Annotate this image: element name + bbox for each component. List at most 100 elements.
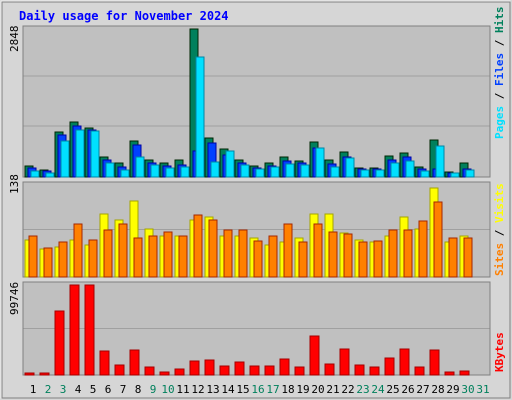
hits-bar-pages-day-16: [255, 168, 265, 178]
kbytes-bar-kbytes-day-12: [189, 360, 200, 376]
day-label-28: 28: [431, 383, 444, 396]
visits-bar-sites-day-29: [448, 237, 458, 278]
day-label-2: 2: [45, 383, 52, 396]
day-label-1: 1: [30, 383, 37, 396]
hits-bar-pages-day-18: [285, 163, 295, 178]
hits-max-label: 2848: [8, 26, 21, 53]
visits-bar-sites-day-17: [268, 235, 278, 278]
hits-bar-pages-day-26: [405, 160, 415, 178]
day-label-15: 15: [236, 383, 249, 396]
visits-bar-sites-day-20: [313, 223, 323, 278]
visits-bar-sites-day-23: [358, 241, 368, 278]
hits-bar-pages-day-3: [60, 140, 70, 178]
day-label-11: 11: [176, 383, 189, 396]
legend-kbytes: KBytes: [493, 332, 506, 372]
kbytes-bar-kbytes-day-3: [54, 310, 65, 376]
kbytes-bar-kbytes-day-14: [219, 365, 230, 376]
hits-bar-pages-day-12: [195, 56, 205, 178]
kbytes-bar-kbytes-day-9: [144, 366, 155, 376]
hits-bar-pages-day-10: [165, 167, 175, 178]
hits-bar-pages-day-28: [435, 145, 445, 178]
legend-visits: Visits: [493, 183, 506, 223]
panel-hits-files-pages: [22, 25, 491, 178]
hits-bar-pages-day-21: [330, 166, 340, 178]
legend-hits-files-pages: Pages / Files / Hits: [493, 7, 506, 140]
visits-bar-sites-day-5: [88, 239, 98, 278]
visits-bar-sites-day-28: [433, 201, 443, 278]
hits-bar-pages-day-14: [225, 150, 235, 178]
visits-bar-sites-day-6: [103, 229, 113, 278]
visits-bar-sites-day-11: [178, 235, 188, 278]
hits-bar-pages-day-2: [45, 172, 55, 178]
kbytes-bar-kbytes-day-5: [84, 284, 95, 376]
kbytes-max-label: 99746: [8, 282, 21, 315]
hits-bar-pages-day-7: [120, 169, 130, 178]
legend-sites: Sites: [493, 243, 506, 276]
day-label-6: 6: [105, 383, 112, 396]
kbytes-bar-kbytes-day-11: [174, 368, 185, 376]
kbytes-bar-kbytes-day-1: [24, 372, 35, 376]
day-label-23: 23: [356, 383, 369, 396]
kbytes-bar-kbytes-day-21: [324, 363, 335, 376]
hits-bar-pages-day-29: [450, 172, 460, 178]
kbytes-bar-kbytes-day-28: [429, 349, 440, 376]
hits-bar-pages-day-19: [300, 164, 310, 178]
day-label-21: 21: [326, 383, 339, 396]
panel-visits-sites: [22, 181, 491, 278]
kbytes-bar-kbytes-day-24: [369, 366, 380, 376]
visits-bar-sites-day-1: [28, 235, 38, 278]
hits-bar-pages-day-4: [75, 129, 85, 178]
kbytes-bar-kbytes-day-27: [414, 366, 425, 376]
kbytes-bar-kbytes-day-6: [99, 350, 110, 376]
hits-bar-pages-day-20: [315, 147, 325, 178]
visits-bar-sites-day-12: [193, 214, 203, 278]
day-label-30: 30: [461, 383, 474, 396]
visits-bar-sites-day-24: [373, 240, 383, 278]
kbytes-bar-kbytes-day-18: [279, 358, 290, 376]
day-label-14: 14: [221, 383, 235, 396]
legend-pages: Pages: [493, 106, 506, 139]
visits-bar-sites-day-14: [223, 229, 233, 278]
kbytes-bar-kbytes-day-8: [129, 349, 140, 376]
kbytes-bar-kbytes-day-23: [354, 364, 365, 376]
kbytes-bar-kbytes-day-13: [204, 359, 215, 376]
visits-bar-sites-day-4: [73, 223, 83, 278]
hits-bar-pages-day-22: [345, 157, 355, 178]
visits-bar-sites-day-15: [238, 229, 248, 278]
kbytes-bar-kbytes-day-19: [294, 366, 305, 376]
kbytes-bar-kbytes-day-4: [69, 284, 80, 376]
day-label-20: 20: [311, 383, 324, 396]
kbytes-bar-kbytes-day-15: [234, 361, 245, 376]
chart-title: Daily usage for November 2024: [19, 9, 229, 23]
day-label-9: 9: [150, 383, 157, 396]
day-label-26: 26: [401, 383, 414, 396]
visits-bar-sites-day-13: [208, 219, 218, 278]
kbytes-bar-kbytes-day-29: [444, 371, 455, 376]
visits-bar-sites-day-21: [328, 231, 338, 278]
kbytes-bar-kbytes-day-10: [159, 371, 170, 376]
hits-bar-pages-day-27: [420, 170, 430, 178]
legend-kbytes-label: KBytes: [493, 332, 506, 372]
visits-bar-sites-day-7: [118, 223, 128, 278]
kbytes-bar-kbytes-day-2: [39, 372, 50, 376]
visits-bar-sites-day-30: [463, 237, 473, 278]
hits-bar-pages-day-8: [135, 156, 145, 178]
day-label-3: 3: [60, 383, 67, 396]
day-label-18: 18: [281, 383, 294, 396]
visits-bar-sites-day-18: [283, 223, 293, 278]
day-label-19: 19: [296, 383, 309, 396]
day-label-8: 8: [135, 383, 142, 396]
visits-bar-sites-day-3: [58, 241, 68, 278]
day-label-17: 17: [266, 383, 279, 396]
visits-bar-sites-day-25: [388, 229, 398, 278]
day-label-24: 24: [371, 383, 385, 396]
kbytes-bar-kbytes-day-20: [309, 335, 320, 376]
hits-bar-pages-day-11: [180, 166, 190, 178]
kbytes-bar-kbytes-day-16: [249, 365, 260, 376]
legend-files: Files: [493, 53, 506, 86]
visits-bar-sites-day-27: [418, 220, 428, 278]
day-label-25: 25: [386, 383, 399, 396]
kbytes-bar-kbytes-day-25: [384, 357, 395, 376]
day-label-27: 27: [416, 383, 429, 396]
